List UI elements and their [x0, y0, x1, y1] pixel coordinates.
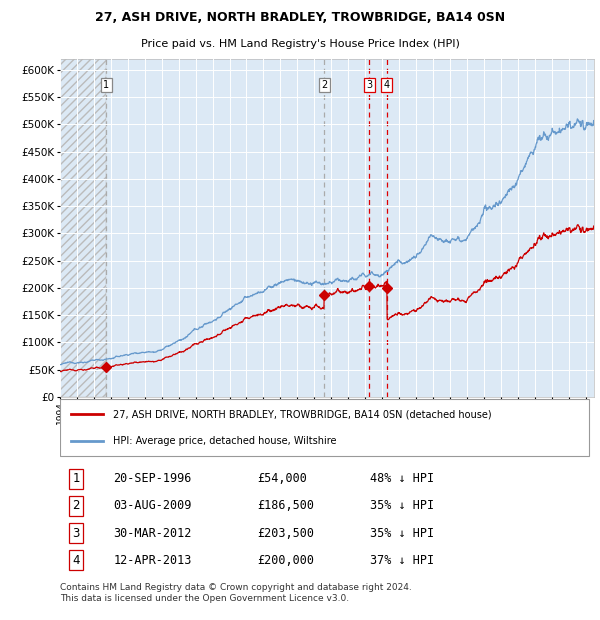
Text: 4: 4	[72, 554, 80, 567]
Text: £203,500: £203,500	[257, 526, 314, 539]
Text: £54,000: £54,000	[257, 472, 307, 485]
Text: 30-MAR-2012: 30-MAR-2012	[113, 526, 192, 539]
Text: 1: 1	[103, 80, 109, 90]
Text: 35% ↓ HPI: 35% ↓ HPI	[370, 526, 434, 539]
Text: 35% ↓ HPI: 35% ↓ HPI	[370, 500, 434, 512]
Text: Contains HM Land Registry data © Crown copyright and database right 2024.
This d: Contains HM Land Registry data © Crown c…	[60, 583, 412, 603]
Text: 20-SEP-1996: 20-SEP-1996	[113, 472, 192, 485]
Text: 2: 2	[72, 500, 80, 512]
Text: 4: 4	[384, 80, 390, 90]
Text: 27, ASH DRIVE, NORTH BRADLEY, TROWBRIDGE, BA14 0SN: 27, ASH DRIVE, NORTH BRADLEY, TROWBRIDGE…	[95, 11, 505, 24]
Text: 37% ↓ HPI: 37% ↓ HPI	[370, 554, 434, 567]
Text: 03-AUG-2009: 03-AUG-2009	[113, 500, 192, 512]
Text: £186,500: £186,500	[257, 500, 314, 512]
Text: Price paid vs. HM Land Registry's House Price Index (HPI): Price paid vs. HM Land Registry's House …	[140, 39, 460, 49]
Text: 48% ↓ HPI: 48% ↓ HPI	[370, 472, 434, 485]
Text: £200,000: £200,000	[257, 554, 314, 567]
Text: 27, ASH DRIVE, NORTH BRADLEY, TROWBRIDGE, BA14 0SN (detached house): 27, ASH DRIVE, NORTH BRADLEY, TROWBRIDGE…	[113, 409, 492, 419]
Text: 3: 3	[367, 80, 373, 90]
FancyBboxPatch shape	[60, 399, 589, 456]
Text: 2: 2	[321, 80, 327, 90]
Text: 12-APR-2013: 12-APR-2013	[113, 554, 192, 567]
Text: HPI: Average price, detached house, Wiltshire: HPI: Average price, detached house, Wilt…	[113, 436, 337, 446]
Text: 1: 1	[72, 472, 80, 485]
Text: 3: 3	[73, 526, 80, 539]
